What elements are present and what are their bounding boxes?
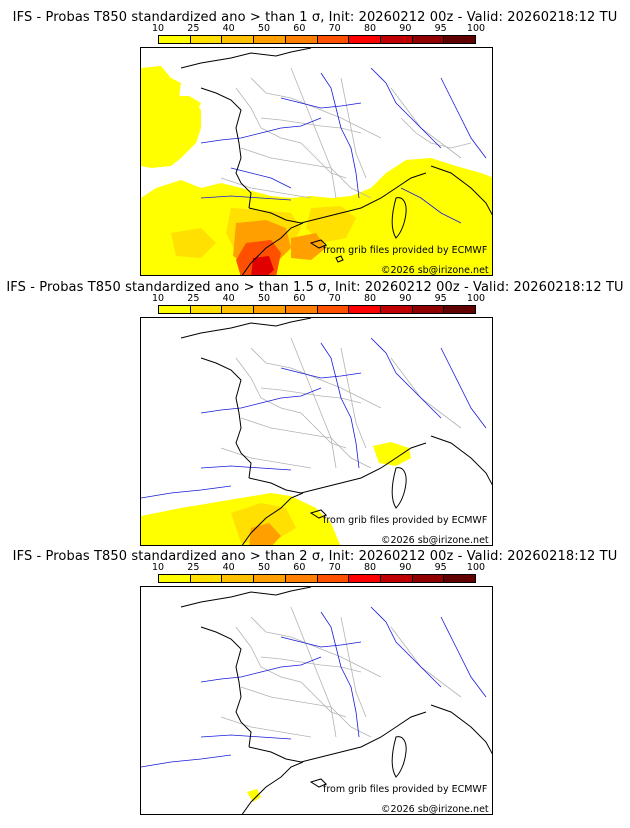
credit-copyright: ©2026 sb@irizone.net — [381, 535, 489, 546]
legend-label: 50 — [257, 23, 271, 34]
probability-legend: 10 25 40 50 60 70 80 90 95 100 — [152, 562, 485, 583]
legend-colorbar — [158, 574, 476, 583]
legend-label: 60 — [293, 23, 306, 34]
coastline — [180, 318, 492, 545]
credit-source: from grib files provided by ECMWF — [323, 245, 488, 256]
legend-label: 100 — [466, 23, 486, 34]
legend-label: 40 — [222, 23, 235, 34]
probability-area-gold — [231, 503, 296, 543]
legend-swatch — [285, 575, 318, 582]
probability-legend: 10 25 40 50 60 70 80 90 95 100 — [152, 293, 485, 314]
legend-swatch — [380, 575, 413, 582]
legend-label: 50 — [257, 562, 271, 573]
admin-borders — [220, 337, 462, 469]
legend-swatch — [349, 575, 381, 582]
coastline — [180, 48, 492, 275]
legend-label: 10 — [151, 562, 165, 573]
legend-swatch — [444, 36, 476, 43]
legend-label: 60 — [293, 562, 306, 573]
legend-label: 80 — [363, 23, 377, 34]
legend-swatch — [444, 575, 476, 582]
legend-swatch — [254, 306, 286, 313]
legend-label: 100 — [466, 293, 486, 304]
legend-label: 95 — [434, 23, 447, 34]
coastline — [180, 587, 492, 814]
legend-label: 100 — [466, 562, 486, 573]
probability-legend: 10 25 40 50 60 70 80 90 95 100 — [152, 23, 485, 44]
probability-area-red — [251, 256, 274, 275]
legend-label: 70 — [328, 562, 341, 573]
legend-label: 95 — [434, 293, 447, 304]
legend-swatch — [222, 575, 255, 582]
rivers — [200, 67, 487, 224]
map-2sigma[interactable]: from grib files provided by ECMWF ©2026 … — [140, 586, 493, 815]
legend-label: 25 — [187, 23, 200, 34]
legend-swatch — [254, 575, 286, 582]
legend-swatch — [159, 306, 191, 313]
legend-label: 90 — [399, 23, 412, 34]
credit-source: from grib files provided by ECMWF — [323, 515, 488, 526]
legend-label: 90 — [399, 562, 412, 573]
credit-source: from grib files provided by ECMWF — [323, 784, 488, 795]
legend-swatch — [190, 306, 223, 313]
credit-copyright: ©2026 sb@irizone.net — [381, 804, 489, 815]
legend-swatch — [412, 575, 445, 582]
legend-swatch — [285, 306, 318, 313]
legend-label: 50 — [257, 293, 271, 304]
legend-labels: 10 25 40 50 60 70 80 90 95 100 — [152, 23, 485, 34]
map-svg — [141, 318, 492, 545]
legend-colorbar — [158, 305, 476, 314]
admin-borders — [220, 606, 462, 738]
legend-label: 60 — [293, 293, 306, 304]
legend-label: 10 — [151, 23, 165, 34]
probability-area-yellow — [247, 789, 261, 802]
legend-swatch — [349, 306, 381, 313]
legend-swatch — [285, 36, 318, 43]
legend-swatch — [412, 306, 445, 313]
legend-label: 90 — [399, 293, 412, 304]
legend-label: 80 — [363, 562, 377, 573]
legend-swatch — [444, 306, 476, 313]
credit-copyright: ©2026 sb@irizone.net — [381, 265, 489, 276]
probability-area-orange — [249, 523, 281, 545]
map-svg — [141, 48, 492, 275]
legend-swatch — [254, 36, 286, 43]
legend-swatch — [349, 36, 381, 43]
legend-swatch — [317, 306, 350, 313]
legend-label: 40 — [222, 562, 235, 573]
map-1sigma[interactable]: from grib files provided by ECMWF ©2026 … — [140, 47, 493, 276]
legend-label: 70 — [328, 293, 341, 304]
legend-swatch — [317, 36, 350, 43]
legend-swatch — [317, 575, 350, 582]
legend-swatch — [222, 306, 255, 313]
legend-swatch — [412, 36, 445, 43]
map-panel-1-5sigma: IFS - Probas T850 standardized ano > tha… — [0, 270, 630, 546]
rivers — [141, 606, 487, 768]
rivers — [141, 337, 487, 499]
legend-swatch — [222, 36, 255, 43]
legend-labels: 10 25 40 50 60 70 80 90 95 100 — [152, 562, 485, 573]
legend-label: 70 — [328, 23, 341, 34]
legend-label: 10 — [151, 293, 165, 304]
map-panel-2sigma: IFS - Probas T850 standardized ano > tha… — [0, 539, 630, 815]
panel-title: IFS - Probas T850 standardized ano > tha… — [6, 280, 624, 295]
legend-swatch — [380, 36, 413, 43]
panel-title: IFS - Probas T850 standardized ano > tha… — [12, 549, 618, 564]
legend-swatch — [190, 36, 223, 43]
panel-title: IFS - Probas T850 standardized ano > tha… — [12, 10, 618, 25]
legend-label: 40 — [222, 293, 235, 304]
legend-label: 80 — [363, 293, 377, 304]
legend-swatch — [159, 575, 191, 582]
legend-label: 25 — [187, 562, 200, 573]
map-svg — [141, 587, 492, 814]
legend-swatch — [380, 306, 413, 313]
legend-swatch — [190, 575, 223, 582]
legend-labels: 10 25 40 50 60 70 80 90 95 100 — [152, 293, 485, 304]
legend-colorbar — [158, 35, 476, 44]
legend-swatch — [159, 36, 191, 43]
legend-label: 95 — [434, 562, 447, 573]
map-panel-1sigma: IFS - Probas T850 standardized ano > tha… — [0, 0, 630, 276]
legend-label: 25 — [187, 293, 200, 304]
map-1-5sigma[interactable]: from grib files provided by ECMWF ©2026 … — [140, 317, 493, 546]
